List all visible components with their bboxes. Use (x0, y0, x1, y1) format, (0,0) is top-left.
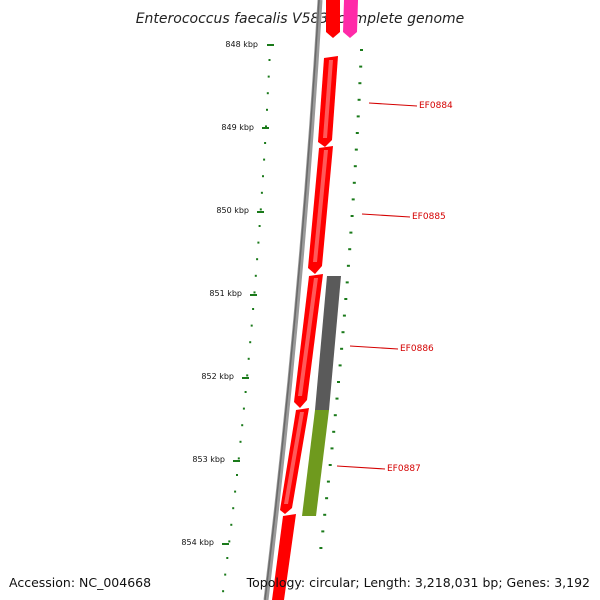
ruler-label: 854 kbp (181, 538, 214, 547)
gene-label-ef0886[interactable]: EF0886 (400, 344, 434, 354)
ruler-label: 851 kbp (209, 289, 242, 298)
grey-feature[interactable] (315, 276, 341, 410)
ruler-label: 850 kbp (216, 206, 249, 215)
cds-feature[interactable] (326, 0, 340, 38)
leader-line (336, 465, 386, 470)
ruler-ticks: 848 kbp 849 kbp 850 kbp 851 kbp 852 kbp … (181, 40, 274, 547)
reverse-strand-features (302, 0, 358, 516)
leader-line (368, 102, 418, 107)
ruler-label: 853 kbp (192, 455, 225, 464)
gene-labels: EF0884 EF0885 EF0886 EF0887 (336, 101, 453, 474)
inner-ruler-track (319, 49, 363, 549)
map-title: Enterococcus faecalis V583, complete gen… (136, 11, 465, 27)
leader-line (361, 213, 411, 218)
cds-feature[interactable] (318, 56, 338, 147)
feature-highlights (284, 60, 333, 504)
ruler-label: 848 kbp (225, 40, 258, 49)
topology-text: Topology: circular; Length: 3,218,031 bp… (246, 575, 590, 590)
gene-label-ef0884[interactable]: EF0884 (419, 101, 453, 111)
gene-label-ef0887[interactable]: EF0887 (387, 464, 421, 474)
backbone-shade (264, 0, 320, 600)
olive-feature[interactable] (302, 410, 329, 516)
ruler-label: 849 kbp (221, 123, 254, 132)
backbone-line (263, 0, 323, 600)
backbone (263, 0, 323, 600)
cds-feature[interactable] (280, 408, 309, 514)
gene-label-ef0885[interactable]: EF0885 (412, 212, 446, 222)
cds-feature[interactable] (272, 514, 296, 600)
pink-feature[interactable] (343, 0, 358, 38)
ruler-track (222, 59, 271, 593)
forward-strand-features (272, 0, 340, 600)
accession-text: Accession: NC_004668 (9, 575, 151, 590)
leader-line (349, 345, 399, 350)
cds-feature[interactable] (308, 146, 333, 274)
ruler-label: 852 kbp (201, 372, 234, 381)
cds-feature[interactable] (294, 274, 323, 408)
